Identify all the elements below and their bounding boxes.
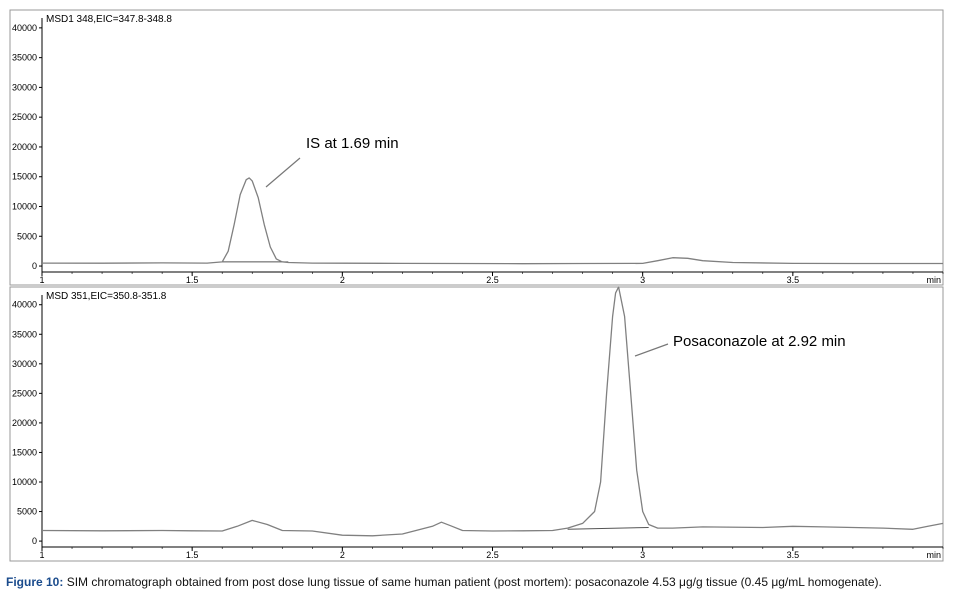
- x-axis-label: min: [926, 550, 941, 560]
- x-tick-label: 1: [39, 550, 44, 560]
- y-tick-label: 15000: [12, 172, 37, 182]
- y-tick-label: 20000: [12, 418, 37, 428]
- y-tick-label: 30000: [12, 82, 37, 92]
- y-tick-label: 40000: [12, 300, 37, 310]
- series-line: [41, 286, 944, 537]
- y-tick-label: 20000: [12, 142, 37, 152]
- x-axis-label: min: [926, 275, 941, 285]
- x-tick-label: 3.5: [787, 275, 800, 285]
- chromatogram-panel-bottom: MSD 351,EIC=350.8-351.8 0 5000 10000 15000 20…: [9, 286, 944, 562]
- panel-frame: [9, 286, 944, 562]
- x-tick-label: 3: [640, 550, 645, 560]
- y-tick-label: 0: [32, 261, 37, 271]
- peak-annotation: Posaconazole at 2.92 min: [673, 333, 846, 350]
- peak-annotation: IS at 1.69 min: [306, 135, 399, 152]
- y-tick-label: 30000: [12, 359, 37, 369]
- panel-title: MSD1 348,EIC=347.8-348.8: [46, 14, 172, 25]
- y-tick-label: 25000: [12, 112, 37, 122]
- panel-frame: [9, 9, 944, 286]
- x-tick-label: 2: [340, 550, 345, 560]
- x-tick-label: 2.5: [486, 275, 499, 285]
- y-tick-label: 5000: [17, 507, 37, 517]
- figure-caption-label: Figure 10:: [6, 575, 64, 589]
- x-tick-label: 1.5: [186, 275, 199, 285]
- y-tick-label: 40000: [12, 23, 37, 33]
- x-tick-label: 2.5: [486, 550, 499, 560]
- annotation-leader-line: [634, 343, 669, 357]
- y-tick-label: 25000: [12, 388, 37, 398]
- y-tick-label: 15000: [12, 447, 37, 457]
- x-tick-label: 3: [640, 275, 645, 285]
- series-line: [41, 177, 943, 265]
- y-tick-label: 5000: [17, 231, 37, 241]
- figure-caption: Figure 10: SIM chromatograph obtained fr…: [6, 575, 950, 589]
- y-tick-label: 10000: [12, 477, 37, 487]
- y-tick-label: 10000: [12, 202, 37, 212]
- y-tick-label: 0: [32, 536, 37, 546]
- y-tick-label: 35000: [12, 329, 37, 339]
- annotation-leader-line: [265, 157, 301, 188]
- x-tick-label: 2: [340, 275, 345, 285]
- chromatogram-panel-top: MSD1 348,EIC=347.8-348.8 0 5000 10000 15000 2…: [9, 9, 944, 286]
- x-tick-label: 3.5: [787, 550, 800, 560]
- x-tick-label: 1.5: [186, 550, 199, 560]
- y-tick-label: 35000: [12, 53, 37, 63]
- figure-caption-text: SIM chromatograph obtained from post dos…: [63, 575, 882, 589]
- x-tick-label: 1: [39, 275, 44, 285]
- panel-title: MSD 351,EIC=350.8-351.8: [46, 291, 167, 302]
- integration-baseline: [567, 527, 649, 530]
